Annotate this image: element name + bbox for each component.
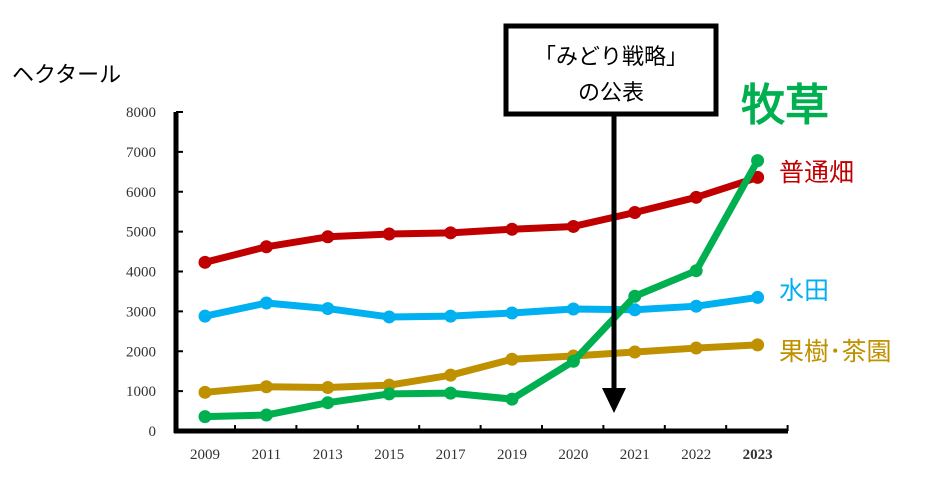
data-point xyxy=(689,341,703,355)
data-point xyxy=(198,255,212,269)
data-point xyxy=(382,310,396,324)
data-point xyxy=(444,368,458,382)
data-point xyxy=(505,306,519,320)
y-tick-label: 2000 xyxy=(126,344,156,360)
data-point xyxy=(751,170,765,184)
x-tick-label: 2021 xyxy=(620,447,650,463)
series-line xyxy=(201,341,762,396)
data-point xyxy=(321,230,335,244)
data-point xyxy=(505,392,519,406)
data-point xyxy=(321,381,335,395)
y-tick-label: 4000 xyxy=(126,265,156,281)
data-point xyxy=(751,338,765,352)
x-tick-label: 2019 xyxy=(497,447,527,463)
data-point xyxy=(382,227,396,241)
series-label: 普通畑 xyxy=(779,158,854,187)
data-point xyxy=(321,302,335,316)
x-tick-label: 2023 xyxy=(743,447,773,463)
data-point xyxy=(198,410,212,424)
callout-arrow-head xyxy=(602,388,626,413)
data-point xyxy=(566,219,580,233)
x-tick-label: 2015 xyxy=(374,447,404,463)
x-tick-label: 2011 xyxy=(252,447,281,463)
data-point xyxy=(628,289,642,303)
data-point xyxy=(628,205,642,219)
data-point xyxy=(505,352,519,366)
series-line xyxy=(201,157,762,421)
data-point xyxy=(259,408,273,422)
data-point xyxy=(505,222,519,236)
y-tick-label: 8000 xyxy=(126,105,156,121)
announcement-callout: 「みどり戦略」 の公表 xyxy=(503,23,719,413)
data-point xyxy=(689,264,703,278)
y-tick-label: 3000 xyxy=(126,304,156,320)
data-point xyxy=(444,386,458,400)
data-point xyxy=(259,240,273,254)
data-point xyxy=(751,290,765,304)
y-tick-label: 5000 xyxy=(126,225,156,241)
data-point xyxy=(198,385,212,399)
series-group xyxy=(198,154,765,424)
callout-text-line1: 「みどり戦略」 xyxy=(534,45,688,70)
x-tick-label: 2020 xyxy=(558,447,588,463)
x-axis: 2009 2011 2013 2015 2017 2019 2020 2021 2022 2023 xyxy=(174,425,789,463)
data-point xyxy=(628,345,642,359)
series-line xyxy=(201,173,762,266)
data-point xyxy=(566,302,580,316)
data-point xyxy=(444,226,458,240)
series-label: 牧草 xyxy=(741,80,829,131)
callout-box xyxy=(503,23,719,117)
x-tick-label: 2017 xyxy=(436,447,467,463)
data-point xyxy=(628,303,642,317)
x-tick-label: 2022 xyxy=(681,447,711,463)
y-axis: 0 1000 2000 3000 4000 5000 6000 7000 8000 xyxy=(126,105,183,440)
y-tick-label: 0 xyxy=(149,424,157,440)
data-point xyxy=(259,296,273,310)
data-point xyxy=(259,380,273,394)
y-tick-label: 6000 xyxy=(126,185,156,201)
callout-text-line2: の公表 xyxy=(578,81,644,106)
data-point xyxy=(689,190,703,204)
x-tick-label: 2013 xyxy=(313,447,343,463)
series-line xyxy=(201,293,762,321)
data-point xyxy=(566,354,580,368)
y-tick-label: 1000 xyxy=(126,384,156,400)
data-point xyxy=(444,309,458,323)
data-point xyxy=(689,299,703,313)
data-point xyxy=(751,154,765,168)
data-point xyxy=(321,396,335,410)
data-point xyxy=(382,387,396,401)
series-label: 果樹･茶園 xyxy=(779,337,892,366)
x-tick-label: 2009 xyxy=(190,447,220,463)
y-axis-label: ヘクタール xyxy=(12,63,121,88)
y-tick-label: 7000 xyxy=(126,145,156,161)
series-label: 水田 xyxy=(779,276,829,305)
data-point xyxy=(198,309,212,323)
